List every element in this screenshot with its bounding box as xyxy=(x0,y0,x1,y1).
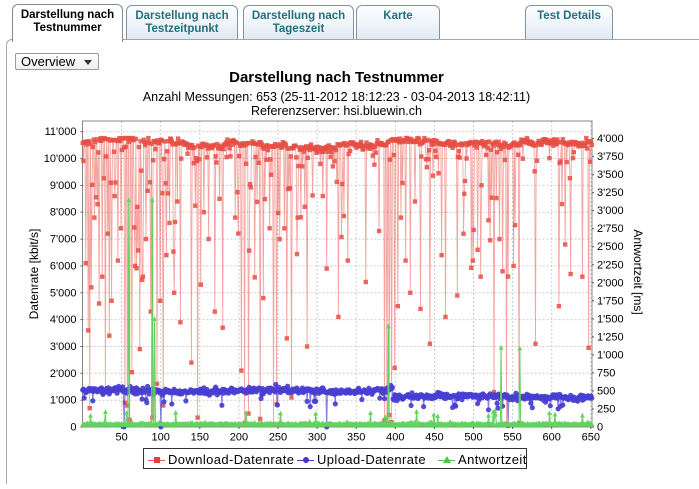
svg-text:150: 150 xyxy=(191,432,209,444)
svg-text:Antwortzeit [ms]: Antwortzeit [ms] xyxy=(631,229,645,314)
svg-text:7'000: 7'000 xyxy=(50,234,77,246)
svg-text:50: 50 xyxy=(115,432,127,444)
svg-text:6'000: 6'000 xyxy=(50,260,77,272)
svg-text:0: 0 xyxy=(70,422,76,434)
svg-text:450: 450 xyxy=(425,432,443,444)
svg-text:500: 500 xyxy=(464,432,482,444)
svg-text:1'000: 1'000 xyxy=(597,349,624,361)
svg-text:2'250: 2'250 xyxy=(597,259,624,271)
svg-text:Datenrate [kbit/s]: Datenrate [kbit/s] xyxy=(27,229,41,320)
svg-text:3'250: 3'250 xyxy=(597,187,624,199)
svg-text:2'750: 2'750 xyxy=(597,223,624,235)
svg-text:500: 500 xyxy=(597,385,615,397)
svg-text:5'000: 5'000 xyxy=(50,287,77,299)
svg-text:2'000: 2'000 xyxy=(597,277,624,289)
svg-text:600: 600 xyxy=(543,432,561,444)
svg-text:750: 750 xyxy=(597,367,615,379)
svg-text:1'500: 1'500 xyxy=(597,313,624,325)
svg-text:4'000: 4'000 xyxy=(597,133,624,145)
svg-text:300: 300 xyxy=(308,432,326,444)
svg-text:100: 100 xyxy=(152,432,170,444)
svg-text:1'750: 1'750 xyxy=(597,295,624,307)
svg-text:3'750: 3'750 xyxy=(597,151,624,163)
svg-text:350: 350 xyxy=(347,432,365,444)
svg-text:3'000: 3'000 xyxy=(50,341,77,353)
svg-text:250: 250 xyxy=(269,432,287,444)
svg-text:2'000: 2'000 xyxy=(50,368,77,380)
svg-text:200: 200 xyxy=(230,432,248,444)
svg-text:2'500: 2'500 xyxy=(597,241,624,253)
svg-text:1'000: 1'000 xyxy=(50,395,77,407)
svg-text:3'000: 3'000 xyxy=(597,205,624,217)
svg-text:4'000: 4'000 xyxy=(50,314,77,326)
svg-text:650: 650 xyxy=(582,432,600,444)
svg-text:3'500: 3'500 xyxy=(597,169,624,181)
svg-text:9'000: 9'000 xyxy=(50,180,77,192)
svg-text:10'000: 10'000 xyxy=(44,153,77,165)
svg-text:400: 400 xyxy=(386,432,404,444)
svg-text:0: 0 xyxy=(597,422,603,434)
svg-text:8'000: 8'000 xyxy=(50,207,77,219)
svg-text:11'000: 11'000 xyxy=(45,126,77,138)
svg-text:550: 550 xyxy=(503,432,521,444)
svg-text:250: 250 xyxy=(597,404,615,416)
svg-text:1'250: 1'250 xyxy=(597,331,624,343)
